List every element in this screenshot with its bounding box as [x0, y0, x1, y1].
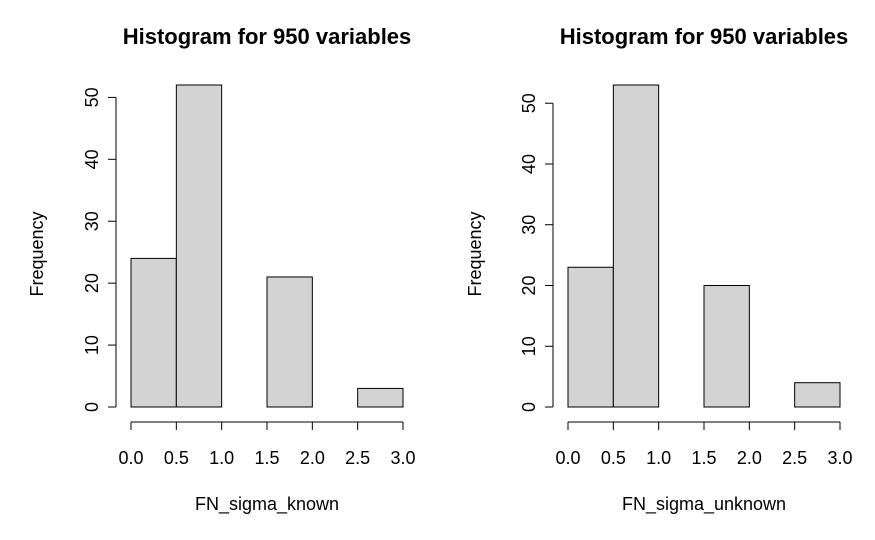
chart-title: Histogram for 950 variables	[123, 24, 412, 49]
y-tick-label: 10	[82, 335, 102, 355]
x-tick-label: 0.0	[555, 448, 580, 468]
histogram-bar	[175, 84, 223, 408]
histogram-bar	[567, 266, 614, 408]
y-axis-label: Frequency	[27, 211, 47, 296]
y-tick-label: 30	[519, 215, 539, 235]
y-tick-label: 0	[519, 402, 539, 412]
x-axis: 0.0 0.5 1.0 1.5 2.0 2.5 3.0	[118, 421, 416, 468]
histogram-panel-right: Histogram for 950 variables FN_sigma_unk…	[465, 24, 853, 515]
histogram-bar	[130, 257, 177, 408]
x-tick-label: 0.5	[601, 448, 626, 468]
x-tick-label: 2.5	[345, 448, 370, 468]
x-tick-label: 2.5	[782, 448, 807, 468]
histogram-bar	[794, 382, 841, 408]
x-axis: 0.0 0.5 1.0 1.5 2.0 2.5 3.0	[555, 421, 853, 468]
y-tick-label: 20	[519, 275, 539, 295]
histogram-panel-left: Histogram for 950 variables FN_sigma_kno…	[27, 24, 416, 515]
y-tick-label: 0	[82, 402, 102, 412]
y-tick-label: 50	[82, 87, 102, 107]
y-tick-label: 20	[82, 273, 102, 293]
y-tick-label: 50	[519, 93, 539, 113]
x-tick-label: 2.0	[737, 448, 762, 468]
y-tick-label: 30	[82, 211, 102, 231]
y-axis: 0 10 20 30 40 50	[82, 87, 117, 412]
histogram-bar	[612, 84, 660, 408]
x-axis-label: FN_sigma_known	[195, 494, 339, 515]
y-axis: 0 10 20 30 40 50	[519, 93, 554, 412]
x-tick-label: 1.0	[646, 448, 671, 468]
bars	[567, 84, 841, 408]
histogram-bar	[357, 387, 404, 408]
x-tick-label: 3.0	[390, 448, 415, 468]
histogram-bar	[266, 276, 313, 408]
x-tick-label: 1.0	[209, 448, 234, 468]
x-tick-label: 1.5	[254, 448, 279, 468]
chart-title: Histogram for 950 variables	[560, 24, 849, 49]
histogram-bar	[703, 284, 750, 408]
y-axis-label: Frequency	[465, 211, 485, 296]
y-tick-label: 10	[519, 336, 539, 356]
y-tick-label: 40	[519, 154, 539, 174]
x-tick-label: 2.0	[300, 448, 325, 468]
x-tick-label: 1.5	[691, 448, 716, 468]
x-axis-label: FN_sigma_unknown	[622, 494, 786, 515]
bars	[130, 84, 404, 408]
x-tick-label: 0.0	[118, 448, 143, 468]
y-tick-label: 40	[82, 149, 102, 169]
x-tick-label: 3.0	[827, 448, 852, 468]
x-tick-label: 0.5	[164, 448, 189, 468]
